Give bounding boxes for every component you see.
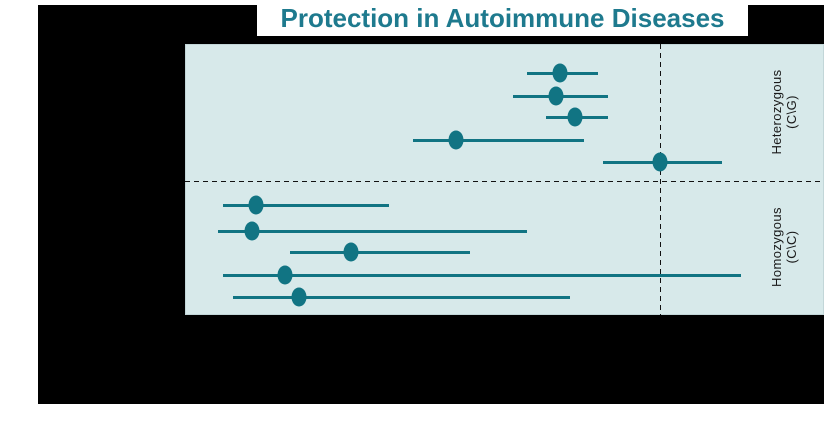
group-divider-line: [185, 181, 824, 182]
point-estimate-dot: [343, 242, 359, 262]
ci-line: [218, 229, 528, 233]
ci-line: [413, 138, 585, 142]
point-estimate-dot: [291, 287, 307, 307]
point-estimate-dot: [244, 221, 259, 241]
ci-line: [289, 250, 471, 254]
point-estimate-dot: [567, 107, 583, 127]
title-box: Protection in Autoimmune Diseases: [257, 0, 748, 36]
ci-line: [232, 295, 570, 299]
point-estimate-dot: [652, 152, 668, 172]
group-label-line1: Heterozygous: [769, 69, 784, 155]
point-estimate-dot: [552, 63, 568, 83]
group-label-line2: (C\G): [784, 95, 799, 129]
group-label-line1: Homozygous: [769, 207, 784, 287]
group-label-line2: (C\C): [784, 230, 799, 264]
point-estimate-dot: [248, 195, 264, 215]
plot-area: Heterozygous (C\G) Homozygous (C\C): [185, 44, 824, 315]
group-label-heterozygous: Heterozygous (C\G): [769, 69, 799, 154]
ci-line: [223, 203, 390, 207]
point-estimate-dot: [548, 86, 564, 106]
chart-title: Protection in Autoimmune Diseases: [280, 2, 725, 33]
ci-line: [223, 273, 741, 277]
reference-line-vertical: [660, 44, 661, 315]
group-label-homozygous: Homozygous (C\C): [769, 207, 799, 287]
point-estimate-dot: [277, 265, 293, 285]
point-estimate-dot: [448, 130, 464, 150]
